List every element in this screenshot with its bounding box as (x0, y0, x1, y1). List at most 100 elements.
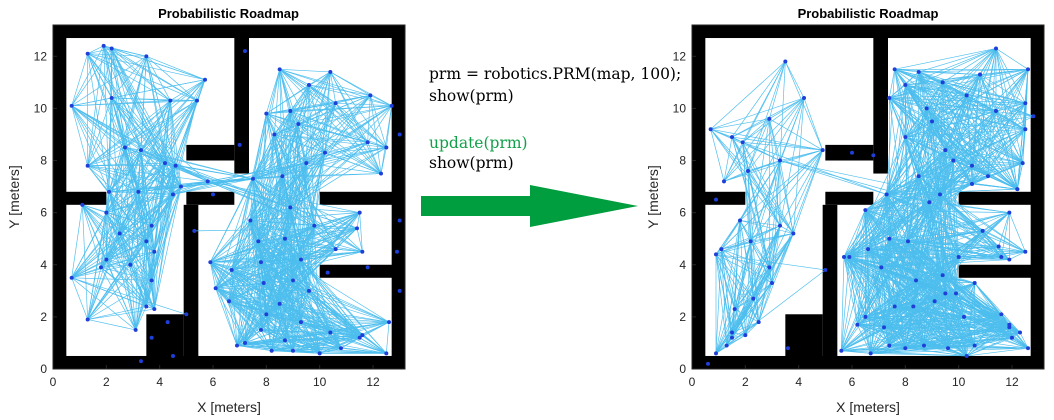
roadmap-edge (108, 191, 174, 195)
roadmap-edge (745, 321, 759, 336)
roadmap-edge (308, 225, 315, 291)
roadmap-node (767, 116, 772, 121)
roadmap-node (379, 171, 383, 176)
roadmap-edge (883, 241, 909, 328)
roadmap-edge (140, 149, 291, 208)
roadmap-edge (715, 334, 746, 354)
roadmap-edge (870, 345, 890, 354)
roadmap-edge (210, 178, 254, 263)
roadmap-node (333, 247, 338, 252)
roadmap-node (269, 348, 274, 353)
right-x-axis-label: X [meters] (836, 399, 900, 415)
right-y-ticks: 0 2 4 6 8 10 12 (673, 49, 696, 376)
roadmap-edge (263, 282, 310, 292)
roadmap-edge (731, 61, 786, 138)
roadmap-edge (886, 84, 906, 195)
roadmap-edge (945, 293, 967, 357)
roadmap-edge (1017, 129, 1026, 190)
roadmap-edge (236, 337, 360, 346)
roadmap-edge (905, 136, 941, 195)
roadmap-edge (881, 259, 1010, 268)
roadmap-edge (889, 97, 933, 122)
roadmap-edge (263, 207, 291, 284)
y-tick-label: 0 (40, 362, 47, 376)
roadmap-node (136, 189, 141, 194)
roadmap-node (291, 348, 295, 353)
roadmap-edge (841, 267, 882, 351)
roadmap-edge (164, 100, 198, 164)
roadmap-node (251, 176, 256, 181)
roadmap-edge (942, 274, 1010, 328)
roadmap-edge (71, 277, 187, 315)
roadmap-edge (979, 74, 1026, 104)
roadmap-node (892, 67, 897, 72)
roadmap-edge (841, 249, 869, 351)
roadmap-edge (260, 329, 342, 349)
roadmap-edge (905, 48, 997, 86)
roadmap-edge (982, 230, 999, 247)
roadmap-edge (124, 79, 206, 148)
roadmap-node (288, 109, 293, 113)
roadmap-edge (734, 298, 754, 310)
roadmap-edge (282, 176, 286, 239)
roadmap-edge (284, 337, 360, 341)
roadmap-edge (715, 298, 754, 354)
roadmap-node (732, 307, 737, 312)
roadmap-node (946, 346, 950, 351)
roadmap-edge (870, 306, 914, 354)
roadmap-edge (108, 147, 126, 192)
roadmap-edge (290, 207, 331, 333)
roadmap-edge (106, 225, 152, 260)
wall-top-shelf (186, 144, 235, 161)
roadmap-edge (271, 347, 342, 352)
roadmap-node (1007, 257, 1012, 262)
roadmap-edge (290, 207, 342, 349)
roadmap-edge (252, 141, 368, 180)
roadmap-edge (292, 225, 315, 351)
roadmap-edge (180, 178, 254, 187)
roadmap-edge (931, 95, 967, 122)
y-tick-label: 6 (40, 206, 47, 220)
roadmap-node (714, 252, 718, 257)
roadmap-edge (905, 136, 930, 203)
roadmap-edge (236, 290, 310, 346)
roadmap-edge (753, 298, 759, 323)
roadmap-edge (750, 118, 770, 242)
roadmap-edge (108, 162, 166, 193)
roadmap-node (927, 200, 932, 205)
roadmap-node (117, 231, 122, 236)
roadmap-edge (865, 293, 946, 318)
roadmap-edge (314, 212, 360, 226)
roadmap-edge (857, 324, 1010, 328)
y-tick-label: 12 (34, 49, 48, 63)
roadmap-node (730, 135, 734, 140)
roadmap-edge (260, 329, 294, 352)
roadmap-edge (886, 194, 946, 294)
roadmap-node (930, 119, 934, 124)
roadmap-edge (215, 162, 307, 289)
roadmap-node (272, 132, 277, 137)
roadmap-edge (130, 264, 147, 307)
roadmap-edge (715, 254, 727, 346)
roadmap-edge (306, 84, 310, 164)
roadmap-edge (82, 204, 155, 310)
roadmap-edge (260, 329, 360, 339)
roadmap-node (312, 223, 317, 228)
roadmap-edge (164, 162, 182, 187)
roadmap-node (259, 327, 264, 332)
roadmap-node (101, 43, 106, 48)
right-roadmap-nodes (706, 46, 1036, 366)
roadmap-edge (282, 162, 307, 177)
roadmap-edge (356, 212, 360, 229)
roadmap-node (783, 59, 788, 64)
roadmap-edge (905, 136, 946, 151)
roadmap-edge (279, 68, 392, 107)
roadmap-edge (108, 149, 142, 192)
y-tick-label: 12 (673, 49, 687, 63)
roadmap-edge (250, 84, 310, 221)
roadmap-edge (710, 128, 823, 151)
roadmap-edge (370, 95, 382, 174)
roadmap-edge (865, 209, 1010, 213)
roadmap-edge (284, 340, 320, 354)
